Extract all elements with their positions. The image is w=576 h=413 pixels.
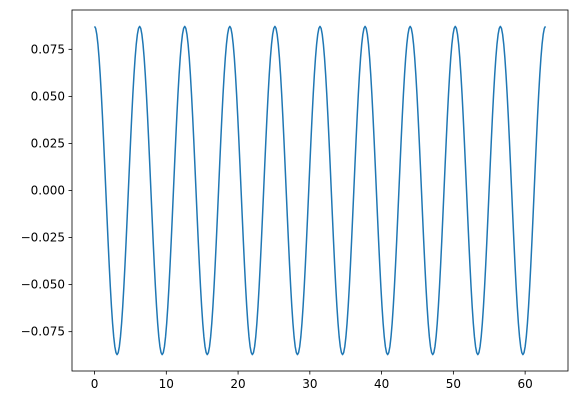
series-line-0 xyxy=(93,25,547,356)
x-tick-label: 50 xyxy=(446,377,461,391)
y-tick-label: 0.000 xyxy=(31,184,65,198)
x-tick-label: 20 xyxy=(230,377,245,391)
y-tick-label: −0.025 xyxy=(21,231,65,245)
x-tick-label: 60 xyxy=(517,377,532,391)
axes-frame xyxy=(71,9,569,372)
y-tick-label: −0.050 xyxy=(21,278,65,292)
plot-area xyxy=(72,10,568,371)
x-tick-label: 10 xyxy=(159,377,174,391)
x-tick-label: 40 xyxy=(374,377,389,391)
y-axis-ticks: −0.075 −0.050 −0.025 0.000 0.025 0.050 0.075 xyxy=(21,42,72,339)
y-tick-label: 0.050 xyxy=(31,89,65,103)
y-tick-label: −0.075 xyxy=(21,325,65,339)
y-tick-label: 0.025 xyxy=(31,136,65,150)
series-layer xyxy=(93,25,547,356)
x-axis-ticks: 0 10 20 30 40 50 60 xyxy=(91,371,533,391)
x-tick-label: 0 xyxy=(91,377,99,391)
y-tick-label: 0.075 xyxy=(31,42,65,56)
x-tick-label: 30 xyxy=(302,377,317,391)
